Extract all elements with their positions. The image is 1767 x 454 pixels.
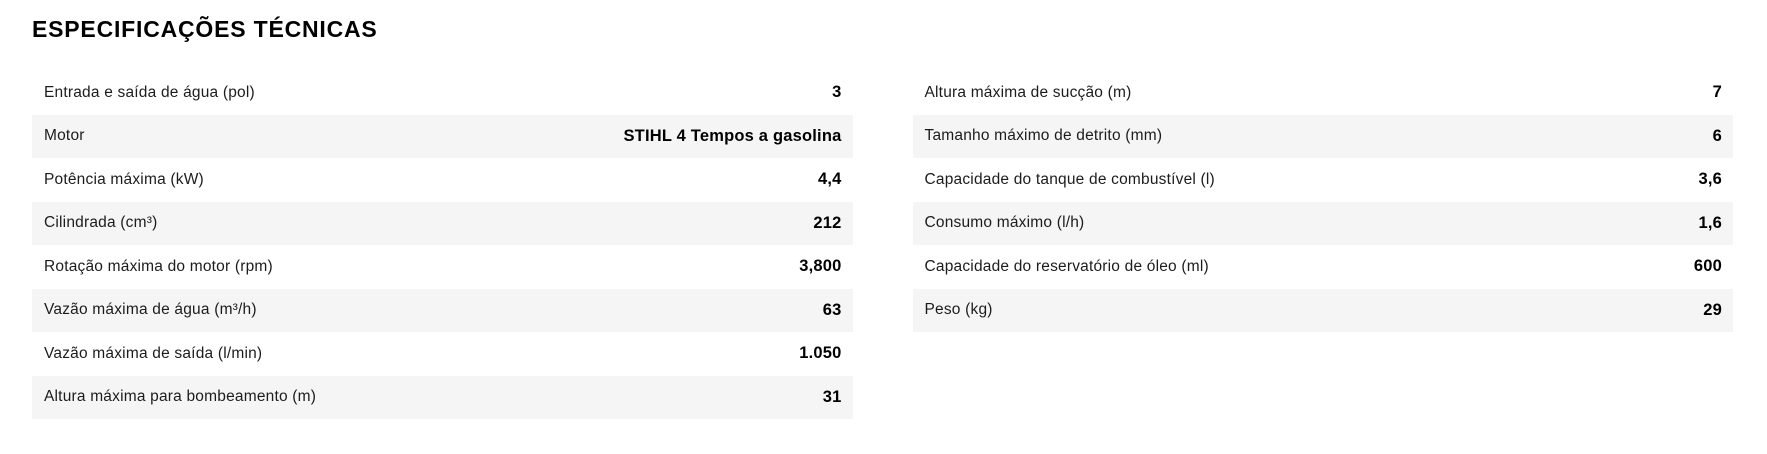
spec-label: Rotação máxima do motor (rpm) — [44, 257, 273, 275]
spec-row: Capacidade do tanque de combustível (l) … — [913, 158, 1734, 202]
spec-row: Peso (kg) 29 — [912, 288, 1733, 332]
page-title: ESPECIFICAÇÕES TÉCNICAS — [32, 16, 378, 42]
spec-label: Consumo máximo (l/h) — [924, 214, 1085, 232]
specifications-section: ESPECIFICAÇÕES TÉCNICAS Entrada e saída … — [32, 16, 1733, 419]
spec-label: Potência máxima (kW) — [44, 170, 204, 188]
spec-value: 29 — [1703, 300, 1722, 319]
spec-label: Altura máxima de sucção (m) — [924, 83, 1132, 101]
spec-value: 1.050 — [799, 344, 842, 363]
spec-row: Vazão máxima de saída (l/min) 1.050 — [32, 332, 853, 376]
spec-value: 7 — [1712, 83, 1722, 102]
spec-value: 63 — [822, 300, 842, 319]
spec-row: Consumo máximo (l/h) 1,6 — [912, 201, 1733, 245]
spec-value: 1,6 — [1698, 213, 1722, 232]
spec-row: Entrada e saída de água (pol) 3 — [32, 71, 853, 115]
spec-row: Altura máxima de sucção (m) 7 — [913, 71, 1734, 115]
spec-row: Potência máxima (kW) 4,4 — [32, 158, 853, 202]
spec-label: Entrada e saída de água (pol) — [44, 83, 255, 101]
spec-row: Motor STIHL 4 Tempos a gasolina — [32, 114, 853, 158]
spec-label: Tamanho máximo de detrito (mm) — [924, 127, 1163, 145]
spec-label: Motor — [44, 127, 85, 145]
spec-column-left: Entrada e saída de água (pol) 3 Motor ST… — [32, 71, 853, 419]
spec-label: Vazão máxima de saída (l/min) — [44, 344, 263, 362]
spec-row: Tamanho máximo de detrito (mm) 6 — [912, 114, 1733, 158]
spec-row: Rotação máxima do motor (rpm) 3,800 — [32, 245, 853, 289]
spec-value: 3,6 — [1698, 170, 1722, 189]
spec-label: Altura máxima para bombeamento (m) — [44, 388, 317, 406]
spec-label: Vazão máxima de água (m³/h) — [44, 301, 257, 319]
spec-value: 212 — [813, 213, 842, 232]
spec-label: Capacidade do tanque de combustível (l) — [924, 170, 1215, 188]
spec-value: 3,800 — [799, 257, 842, 276]
spec-row: Altura máxima para bombeamento (m) 31 — [32, 375, 853, 419]
spec-label: Cilindrada (cm³) — [44, 214, 158, 232]
spec-value: 4,4 — [817, 170, 842, 189]
spec-row: Cilindrada (cm³) 212 — [32, 201, 853, 245]
spec-value: 3 — [832, 83, 842, 102]
spec-row: Vazão máxima de água (m³/h) 63 — [32, 288, 853, 332]
spec-tables: Entrada e saída de água (pol) 3 Motor ST… — [32, 71, 1733, 419]
spec-value: 600 — [1693, 257, 1722, 276]
spec-value: 31 — [822, 387, 842, 406]
spec-column-right: Altura máxima de sucção (m) 7 Tamanho má… — [912, 71, 1734, 419]
spec-value: STIHL 4 Tempos a gasolina — [623, 126, 842, 145]
spec-value: 6 — [1712, 126, 1722, 145]
spec-label: Peso (kg) — [924, 301, 993, 319]
spec-row: Capacidade do reservatório de óleo (ml) … — [913, 245, 1734, 289]
spec-label: Capacidade do reservatório de óleo (ml) — [924, 257, 1209, 275]
